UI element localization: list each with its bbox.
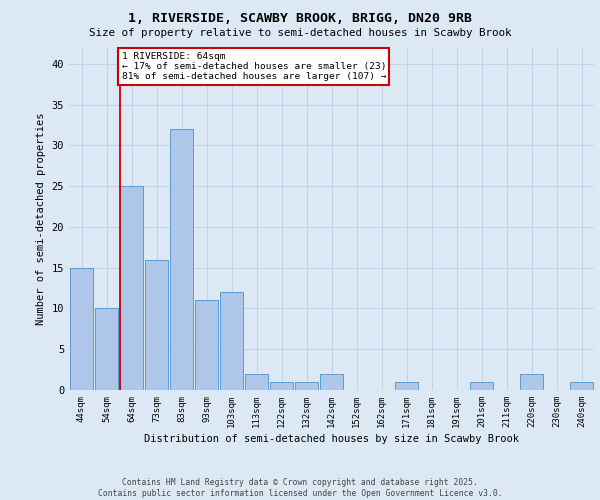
Bar: [95, 308, 118, 390]
Bar: [170, 129, 193, 390]
Bar: [395, 382, 418, 390]
Text: 1 RIVERSIDE: 64sqm
← 17% of semi-detached houses are smaller (23)
81% of semi-de: 1 RIVERSIDE: 64sqm ← 17% of semi-detache…: [121, 52, 386, 82]
Bar: [295, 382, 318, 390]
Bar: [120, 186, 143, 390]
Bar: [70, 268, 93, 390]
Bar: [270, 382, 293, 390]
Bar: [520, 374, 543, 390]
X-axis label: Distribution of semi-detached houses by size in Scawby Brook: Distribution of semi-detached houses by …: [144, 434, 519, 444]
Text: 1, RIVERSIDE, SCAWBY BROOK, BRIGG, DN20 9RB: 1, RIVERSIDE, SCAWBY BROOK, BRIGG, DN20 …: [128, 12, 472, 26]
Y-axis label: Number of semi-detached properties: Number of semi-detached properties: [36, 112, 46, 325]
Bar: [220, 292, 243, 390]
Text: Contains HM Land Registry data © Crown copyright and database right 2025.
Contai: Contains HM Land Registry data © Crown c…: [98, 478, 502, 498]
Bar: [245, 374, 268, 390]
Bar: [570, 382, 593, 390]
Bar: [470, 382, 493, 390]
Bar: [145, 260, 168, 390]
Text: Size of property relative to semi-detached houses in Scawby Brook: Size of property relative to semi-detach…: [89, 28, 511, 38]
Bar: [195, 300, 218, 390]
Bar: [320, 374, 343, 390]
